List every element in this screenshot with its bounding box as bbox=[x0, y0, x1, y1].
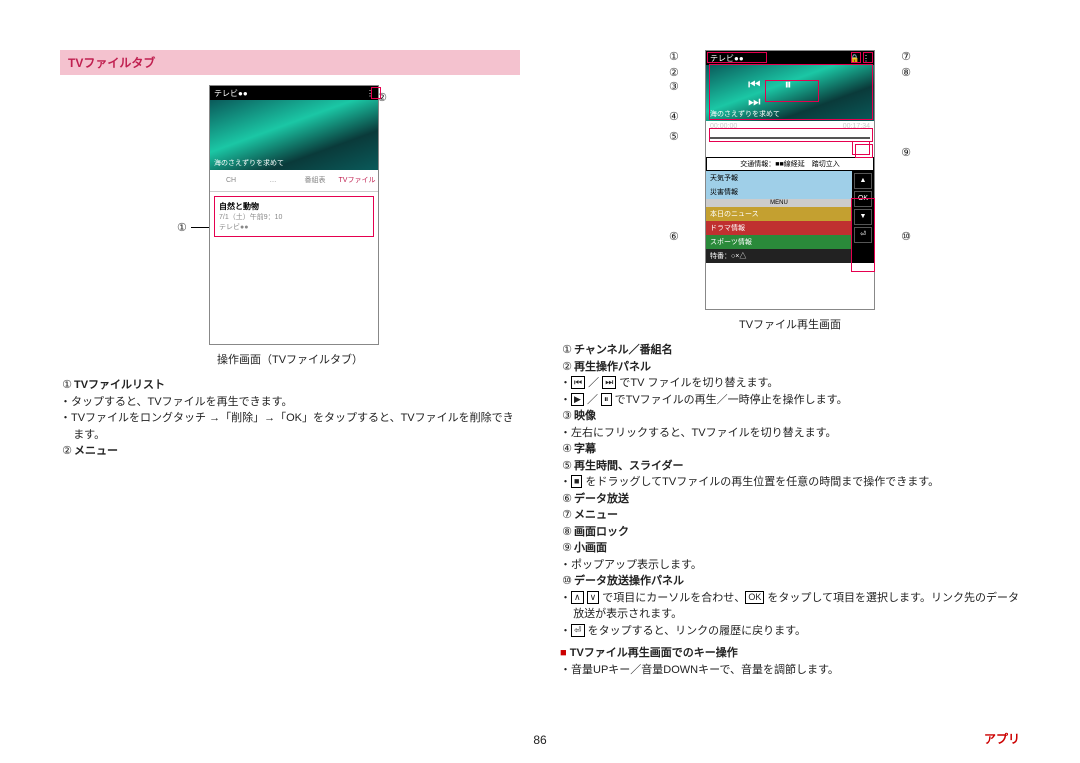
d-gold: 本日のニュース bbox=[706, 207, 852, 221]
desc-bullets: ポップアップ表示します。 bbox=[560, 557, 1020, 574]
d-menu: MENU bbox=[706, 199, 852, 207]
footer-right: アプリ bbox=[984, 730, 1020, 747]
phone-image-area: 海のさえずりを求めて bbox=[210, 100, 378, 170]
sub-heading: TVファイル再生画面でのキー操作 bbox=[570, 647, 738, 659]
desc-bullet: ■ をドラッグしてTVファイルの再生位置を任意の時間まで操作できます。 bbox=[573, 474, 1020, 491]
data-broadcast: 交通情報：■■線経延 踏切立入 天気予報 災害情報 MENU 本日のニュース ド… bbox=[706, 157, 874, 263]
btn-back: ⏎ bbox=[854, 227, 872, 243]
left-phone-caption: 操作画面（TVファイルタブ） bbox=[60, 351, 520, 367]
left-desc: ①TVファイルリストタップすると、TVファイルを再生できます。TVファイルをロン… bbox=[60, 377, 520, 460]
desc-item: ⑥データ放送 bbox=[560, 491, 1020, 508]
data-btns: ▲ OK ▼ ⏎ bbox=[852, 171, 874, 263]
btn-up: ▲ bbox=[854, 173, 872, 189]
desc-item: ②メニュー bbox=[60, 443, 520, 460]
d-blue1: 天気予報 bbox=[706, 171, 852, 185]
desc-item: ③映像 bbox=[560, 408, 1020, 425]
r-c3: ③ bbox=[669, 80, 679, 93]
right-phone-caption: TVファイル再生画面 bbox=[560, 316, 1020, 332]
r-c10: ⑩ bbox=[901, 230, 911, 243]
desc-item: ①TVファイルリスト bbox=[60, 377, 520, 394]
image-caption-r: 海のさえずりを求めて bbox=[710, 109, 780, 119]
desc-bullet: TVファイルをロングタッチ →「削除」→「OK」をタップすると、TVファイルを削… bbox=[73, 410, 520, 443]
r-c4: ④ bbox=[669, 110, 679, 123]
tab-2: 番組表 bbox=[294, 170, 336, 191]
d-dark: 特番：○×△ bbox=[706, 249, 852, 263]
data-banner: 交通情報：■■線経延 踏切立入 bbox=[706, 157, 874, 171]
desc-item: ⑤再生時間、スライダー bbox=[560, 458, 1020, 475]
slider-row: 00:00:00 00:17:34 bbox=[706, 121, 874, 137]
desc-bullets: ■ をドラッグしてTVファイルの再生位置を任意の時間まで操作できます。 bbox=[560, 474, 1020, 491]
slider-right: 00:17:34 bbox=[843, 123, 870, 135]
row-sub1: 7/1（土）午前9：10 bbox=[219, 214, 282, 221]
topbar-text-r: テレビ●● bbox=[710, 53, 744, 64]
phone-topbar-r: テレビ●● 🔒 ⋮ bbox=[706, 51, 874, 65]
phone-left: テレビ●● ⋮ 海のさえずりを求めて CH … 番組表 TVファイル 自然と動物 … bbox=[209, 85, 379, 345]
row-title: 自然と動物 bbox=[219, 202, 259, 211]
desc-bullet: ▶ ／ ⏸ でTVファイルの再生／一時停止を操作します。 bbox=[573, 392, 1020, 409]
desc-bullet: ⏮ ／ ⏭ でTV ファイルを切り替えます。 bbox=[573, 375, 1020, 392]
desc-item: ④字幕 bbox=[560, 441, 1020, 458]
phone-tabs: CH … 番組表 TVファイル bbox=[210, 170, 378, 192]
desc-item: ⑧画面ロック bbox=[560, 524, 1020, 541]
desc-bullet: タップすると、TVファイルを再生できます。 bbox=[73, 394, 520, 411]
left-phone-wrap: ① ② テレビ●●⋮ 海のさえずりを求めて CH … 番組表 TVファイル 自然… bbox=[175, 85, 405, 345]
r-c5: ⑤ bbox=[669, 130, 679, 143]
desc-bullets: ⏮ ／ ⏭ でTV ファイルを切り替えます。▶ ／ ⏸ でTVファイルの再生／一… bbox=[560, 375, 1020, 408]
phone-right: テレビ●● 🔒 ⋮ ⏮ ⏸ ⏭ 海のさえずりを求めて 00:00:00 00:17… bbox=[705, 50, 875, 310]
desc-bullets: タップすると、TVファイルを再生できます。TVファイルをロングタッチ →「削除」… bbox=[60, 394, 520, 444]
desc-item: ②再生操作パネル bbox=[560, 359, 1020, 376]
sub-prefix: ■ bbox=[560, 647, 567, 659]
left-column: TVファイルタブ ① ② テレビ●●⋮ 海のさえずりを求めて CH … 番組表 … bbox=[60, 50, 520, 733]
desc-bullets: ∧ ∨ で項目にカーソルを合わせ、OK をタップして項目を選択します。リンク先の… bbox=[560, 590, 1020, 640]
d-green: スポーツ情報 bbox=[706, 235, 852, 249]
r-c2: ② bbox=[669, 66, 679, 79]
image-caption: 海のさえずりを求めて bbox=[214, 158, 284, 168]
row-sub2: テレビ●● bbox=[219, 224, 248, 231]
tab-0: CH bbox=[210, 170, 252, 191]
desc-item: ⑩データ放送操作パネル bbox=[560, 573, 1020, 590]
r-c6: ⑥ bbox=[669, 230, 679, 243]
left-callout-1: ① bbox=[177, 221, 187, 234]
btn-down: ▼ bbox=[854, 209, 872, 225]
section-title: TVファイルタブ bbox=[60, 50, 520, 75]
right-desc: ①チャンネル／番組名②再生操作パネル⏮ ／ ⏭ でTV ファイルを切り替えます。… bbox=[560, 342, 1020, 639]
phone-topbar: テレビ●● ⋮ bbox=[210, 86, 378, 100]
desc-bullet: ポップアップ表示します。 bbox=[573, 557, 1020, 574]
desc-bullets: 左右にフリックすると、TVファイルを切り替えます。 bbox=[560, 425, 1020, 442]
page-number: 86 bbox=[533, 733, 546, 747]
desc-item: ⑦メニュー bbox=[560, 507, 1020, 524]
desc-bullet: ∧ ∨ で項目にカーソルを合わせ、OK をタップして項目を選択します。リンク先の… bbox=[573, 590, 1020, 623]
r-c9: ⑨ bbox=[901, 146, 911, 159]
d-blue2: 災害情報 bbox=[706, 185, 852, 199]
btn-ok: OK bbox=[854, 191, 872, 207]
desc-item: ⑨小画面 bbox=[560, 540, 1020, 557]
desc-bullet: ⏎ をタップすると、リンクの履歴に戻ります。 bbox=[573, 623, 1020, 640]
right-column: ① ② ③ ④ ⑤ ⑥ ⑦ ⑧ ⑨ ⑩ テレビ●● 🔒 ⋮ ⏮ ⏸ ⏭ 海のさえず… bbox=[560, 50, 1020, 733]
slider-left: 00:00:00 bbox=[710, 123, 737, 135]
d-red: ドラマ情報 bbox=[706, 221, 852, 235]
desc-item: ①チャンネル／番組名 bbox=[560, 342, 1020, 359]
tab-1: … bbox=[252, 170, 294, 191]
r-c8: ⑧ bbox=[901, 66, 911, 79]
topbar-icons-r: 🔒 ⋮ bbox=[850, 54, 870, 63]
sub-bullet: 音量UPキー／音量DOWNキーで、音量を調節します。 bbox=[573, 662, 1020, 679]
small-screen-icon bbox=[852, 141, 870, 155]
r-c7: ⑦ bbox=[901, 50, 911, 63]
right-phone-wrap: ① ② ③ ④ ⑤ ⑥ ⑦ ⑧ ⑨ ⑩ テレビ●● 🔒 ⋮ ⏮ ⏸ ⏭ 海のさえず… bbox=[665, 50, 915, 310]
tab-3: TVファイル bbox=[336, 170, 378, 191]
r-c1: ① bbox=[669, 50, 679, 63]
file-list-row: 自然と動物 7/1（土）午前9：10 テレビ●● bbox=[214, 196, 374, 237]
phone-image-r: ⏮ ⏸ ⏭ 海のさえずりを求めて bbox=[706, 65, 874, 121]
desc-bullet: 左右にフリックすると、TVファイルを切り替えます。 bbox=[573, 425, 1020, 442]
topbar-menu-icon: ⋮ bbox=[366, 89, 374, 98]
sub-section: ■ TVファイル再生画面でのキー操作 音量UPキー／音量DOWNキーで、音量を調… bbox=[560, 645, 1020, 678]
topbar-text: テレビ●● bbox=[214, 88, 248, 99]
play-icons: ⏮ ⏸ ⏭ bbox=[748, 76, 832, 110]
